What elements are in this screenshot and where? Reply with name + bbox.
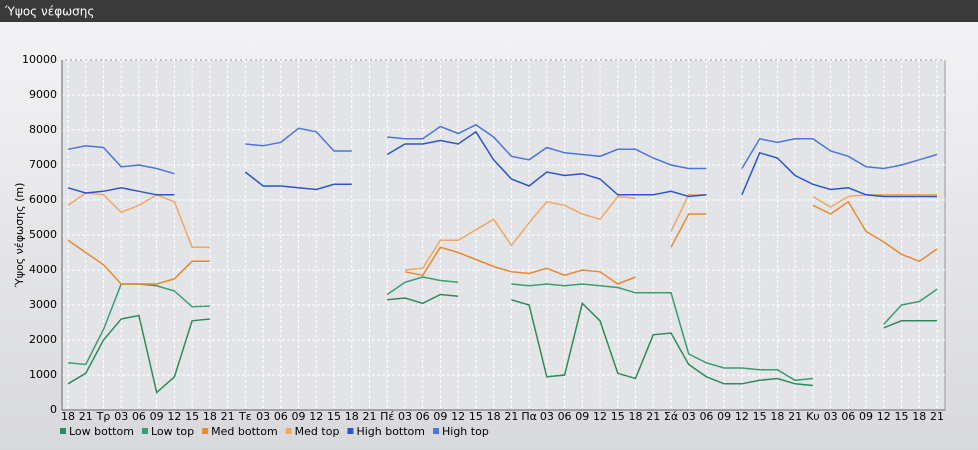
header bbox=[0, 0, 978, 22]
x-tick-label: 18 bbox=[345, 410, 359, 423]
y-tick-label: 2000 bbox=[29, 333, 57, 346]
x-tick-label: 12 bbox=[877, 410, 891, 423]
x-tick-label: 12 bbox=[167, 410, 181, 423]
x-tick-label: Τε bbox=[238, 410, 252, 423]
x-tick-label: 15 bbox=[327, 410, 341, 423]
x-tick-label: 21 bbox=[79, 410, 93, 423]
x-tick-label: Σά bbox=[664, 410, 678, 423]
legend-swatch bbox=[433, 428, 439, 434]
legend-label: Low bottom bbox=[69, 425, 134, 438]
legend-label: High bottom bbox=[356, 425, 425, 438]
x-tick-label: 09 bbox=[575, 410, 589, 423]
y-tick-label: 3000 bbox=[29, 298, 57, 311]
y-tick-label: 4000 bbox=[29, 263, 57, 276]
x-tick-label: 09 bbox=[292, 410, 306, 423]
legend-label: Low top bbox=[151, 425, 194, 438]
legend-swatch bbox=[285, 428, 292, 434]
series-line bbox=[67, 123, 938, 175]
y-tick-label: 0 bbox=[50, 403, 57, 416]
x-tick-label: Πέ bbox=[380, 410, 394, 423]
x-tick-label: 18 bbox=[912, 410, 926, 423]
x-tick-label: 12 bbox=[735, 410, 749, 423]
x-tick-label: Τρ bbox=[96, 410, 111, 423]
x-tick-label: 21 bbox=[362, 410, 376, 423]
series-line bbox=[67, 130, 937, 198]
y-tick-label: 7000 bbox=[29, 158, 57, 171]
series-line bbox=[67, 192, 937, 271]
x-tick-label: 09 bbox=[717, 410, 731, 423]
x-tick-label: 09 bbox=[433, 410, 447, 423]
x-tick-label: 03 bbox=[682, 410, 696, 423]
x-tick-label: 18 bbox=[770, 410, 784, 423]
x-tick-label: 06 bbox=[841, 410, 855, 423]
x-tick-label: 06 bbox=[558, 410, 572, 423]
x-tick-label: 03 bbox=[256, 410, 270, 423]
series-line bbox=[67, 200, 938, 285]
x-tick-label: 06 bbox=[274, 410, 288, 423]
x-tick-label: 03 bbox=[114, 410, 128, 423]
x-tick-label: 18 bbox=[629, 410, 643, 423]
x-tick-label: 21 bbox=[788, 410, 802, 423]
x-tick-label: 03 bbox=[540, 410, 554, 423]
x-tick-label: 06 bbox=[416, 410, 430, 423]
legend-swatch bbox=[60, 428, 66, 434]
legend-swatch bbox=[202, 428, 209, 434]
x-tick-label: 15 bbox=[895, 410, 909, 423]
x-tick-label: 06 bbox=[699, 410, 713, 423]
x-tick-label: Πα bbox=[521, 410, 537, 423]
legend-label: High top bbox=[442, 425, 489, 438]
x-tick-label: 21 bbox=[646, 410, 660, 423]
y-axis-label: Ύψος νέφωσης (m) bbox=[13, 183, 26, 289]
legend-label: Med bottom bbox=[211, 425, 278, 438]
x-tick-label: 21 bbox=[930, 410, 944, 423]
x-tick-label: 03 bbox=[824, 410, 838, 423]
y-tick-label: 8000 bbox=[29, 123, 57, 136]
x-tick-label: 18 bbox=[203, 410, 217, 423]
x-tick-label: 15 bbox=[185, 410, 199, 423]
x-tick-label: 15 bbox=[611, 410, 625, 423]
y-tick-label: 1000 bbox=[29, 368, 57, 381]
x-tick-label: 15 bbox=[469, 410, 483, 423]
x-tick-label: 21 bbox=[221, 410, 235, 423]
x-tick-label: 06 bbox=[132, 410, 146, 423]
legend-label: Med top bbox=[295, 425, 340, 438]
series-line bbox=[67, 293, 937, 394]
legend-swatch bbox=[347, 428, 354, 434]
x-tick-label: 18 bbox=[487, 410, 501, 423]
x-tick-label: 03 bbox=[398, 410, 412, 423]
header-title: Ύψος νέφωσης bbox=[4, 5, 94, 19]
x-tick-label: 12 bbox=[593, 410, 607, 423]
y-tick-label: 6000 bbox=[29, 193, 57, 206]
y-tick-label: 9000 bbox=[29, 88, 57, 101]
x-tick-label: 12 bbox=[451, 410, 465, 423]
x-tick-label: Κυ bbox=[806, 410, 820, 423]
x-tick-label: 12 bbox=[309, 410, 323, 423]
x-tick-label: 18 bbox=[61, 410, 75, 423]
y-tick-label: 5000 bbox=[29, 228, 57, 241]
legend-swatch bbox=[141, 428, 148, 434]
x-tick-label: 21 bbox=[504, 410, 518, 423]
x-tick-label: 15 bbox=[753, 410, 767, 423]
y-tick-label: 10000 bbox=[22, 53, 57, 66]
x-tick-label: 09 bbox=[150, 410, 164, 423]
x-tick-label: 09 bbox=[859, 410, 873, 423]
